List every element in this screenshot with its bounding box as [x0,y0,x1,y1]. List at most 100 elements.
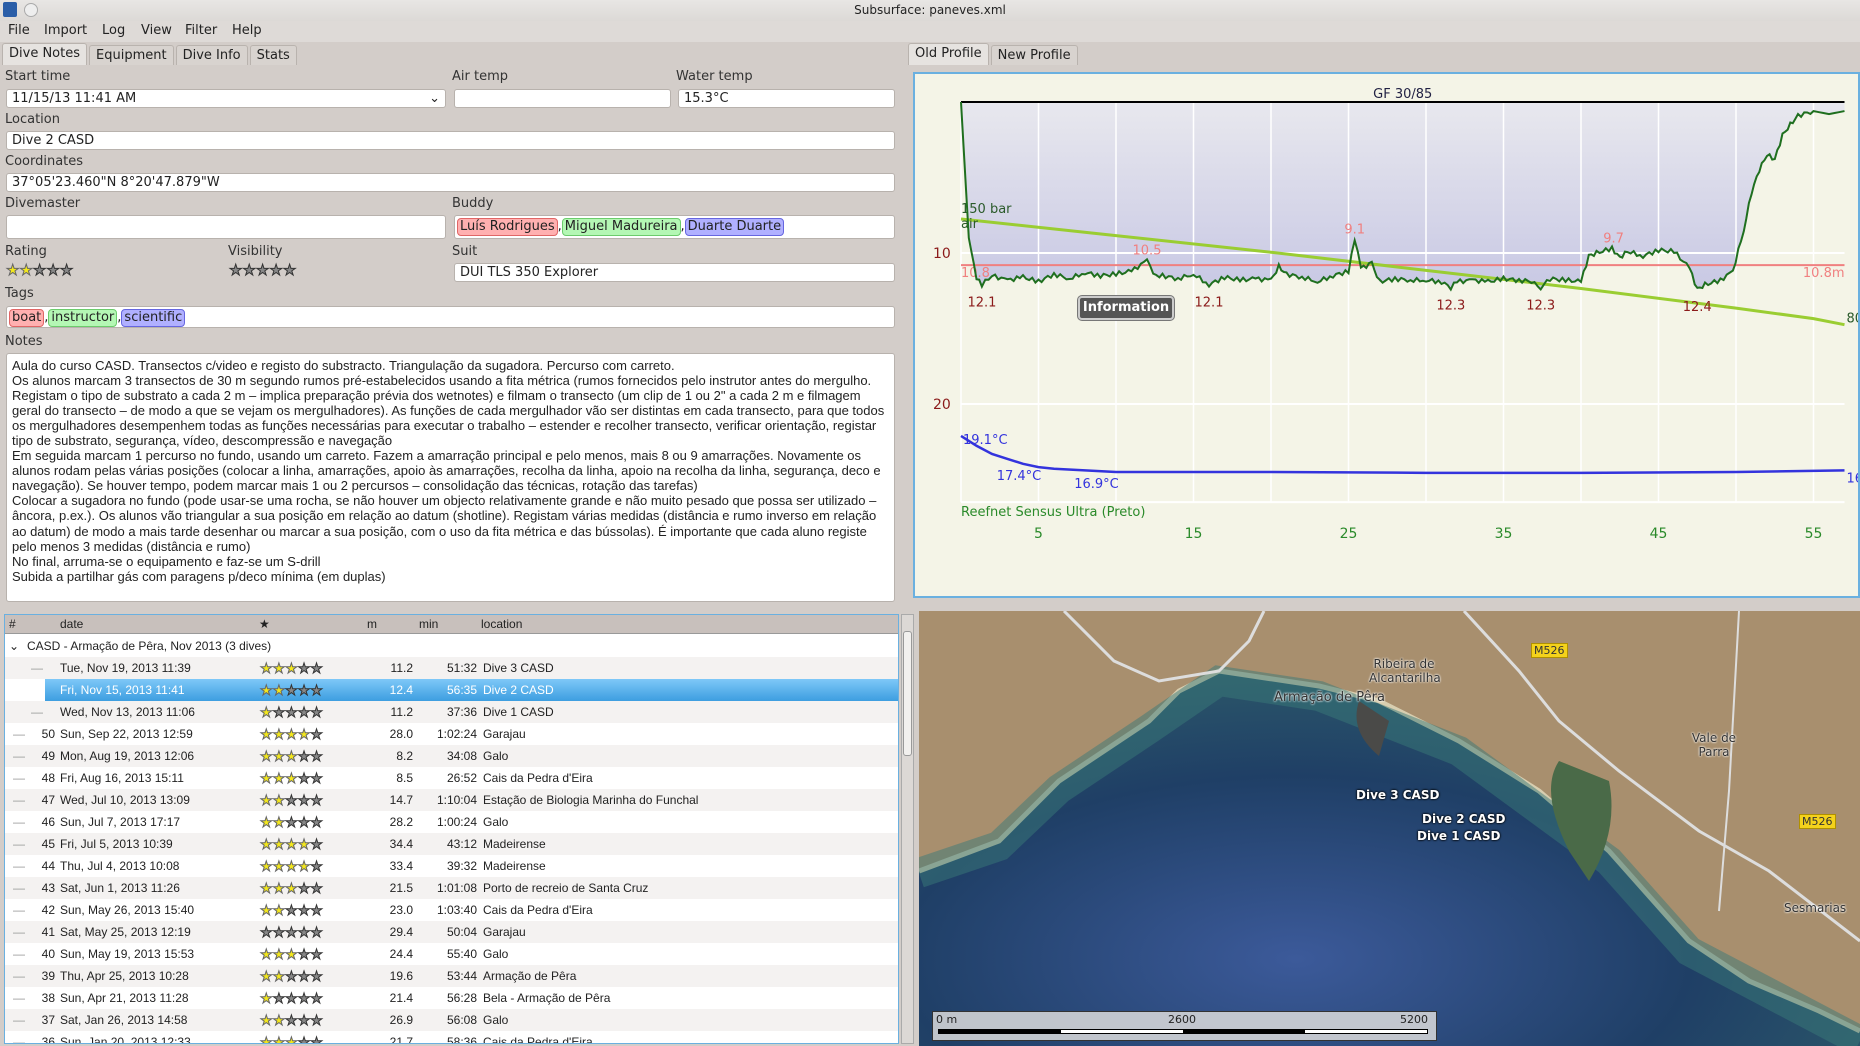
scale-label: 2600 [1168,1013,1196,1026]
dive-number: 39 [41,969,55,983]
dive-row[interactable]: —47 Wed, Jul 10, 2013 13:09 ★★★★★ 14.7 1:10:… [5,789,898,811]
dive-depth: 11.2 [390,661,413,675]
dive-duration: 43:12 [446,837,477,851]
coordinates-field[interactable]: 37°05'23.460"N 8°20'47.879"W [6,173,895,192]
dive-row[interactable]: —40 Sun, May 19, 2013 15:53 ★★★★★ 24.4 55:40… [5,943,898,965]
tab-new-profile[interactable]: New Profile [990,45,1078,65]
star-icon: ★ [285,792,299,809]
tree-line: — [13,969,25,983]
tab-old-profile[interactable]: Old Profile [908,43,989,65]
dive-map[interactable]: Armação de Pêra Ribeira de Alcantarilha … [919,611,1860,1046]
menu-log[interactable]: Log [102,23,126,38]
trip-row[interactable]: ⌄ CASD - Armação de Pêra, Nov 2013 (3 di… [5,635,898,657]
dive-row[interactable]: —41 Sat, May 25, 2013 12:19 ★★★★★ 29.4 50:04… [5,921,898,943]
dive-marker-label[interactable]: Dive 2 CASD [1422,812,1506,826]
chevron-down-icon[interactable]: ⌄ [429,91,440,106]
menu-import[interactable]: Import [44,23,88,38]
column-date[interactable]: date [60,617,84,631]
buddy-tag[interactable]: Duarte Duarte [684,218,785,236]
dive-row[interactable]: —50 Sun, Sep 22, 2013 12:59 ★★★★★ 28.0 1:02:… [5,723,898,745]
divemaster-field[interactable] [6,215,446,239]
dive-duration: 1:03:40 [436,903,477,917]
menu-filter[interactable]: Filter [185,23,218,38]
information-button[interactable]: Information [1078,296,1174,320]
tab-dive-notes[interactable]: Dive Notes [2,43,87,65]
dive-number: 43 [41,881,55,895]
tag[interactable]: boat [9,309,45,327]
star-icon: ★ [297,814,311,831]
dive-list[interactable]: # date ★ m min location ⌄ CASD - Armação… [4,614,899,1044]
tag[interactable]: instructor [48,309,118,327]
dive-row[interactable]: —43 Sat, Jun 1, 2013 11:26 ★★★★★ 21.5 1:01:0… [5,877,898,899]
dive-depth: 28.2 [389,815,413,829]
suit-field[interactable]: DUI TLS 350 Explorer [454,263,895,282]
dive-number: 48 [41,771,55,785]
star-icon: ★ [310,968,324,985]
dive-row[interactable]: —46 Sun, Jul 7, 2013 17:17 ★★★★★ 28.2 1:00:2… [5,811,898,833]
dive-number: 37 [41,1013,55,1027]
star-icon: ★ [297,946,311,963]
dive-row[interactable]: —42 Sun, May 26, 2013 15:40 ★★★★★ 23.0 1:03:… [5,899,898,921]
dive-location: Madeirense [483,859,546,873]
star-icon: ★ [260,946,274,963]
satellite-map-image [919,611,1860,1046]
buddy-label: Buddy [452,196,494,211]
star-icon: ★ [297,836,311,853]
visibility-stars[interactable]: ★★★★★ [228,262,296,279]
dive-depth: 23.0 [389,903,413,917]
star-icon: ★ [260,836,274,853]
dive-list-scrollbar[interactable] [901,614,914,1044]
column-location[interactable]: location [481,617,523,631]
tags-field[interactable]: boat, instructor, scientific [6,306,895,328]
dive-row[interactable]: —37 Sat, Jan 26, 2013 14:58 ★★★★★ 26.9 56:08… [5,1009,898,1031]
scrollbar-thumb[interactable] [903,631,912,756]
dive-rating: ★★★★★ [260,899,324,921]
x-tick-label: 55 [1805,526,1823,542]
column-depth[interactable]: m [367,617,377,631]
dive-row[interactable]: — Wed, Nov 13, 2013 11:06 ★★★★★ 11.2 37:36 Di… [5,701,898,723]
column-number[interactable]: # [9,617,16,631]
dive-duration: 56:08 [446,1013,477,1027]
tree-line: — [13,815,25,829]
tab-dive-info[interactable]: Dive Info [175,45,248,65]
buddy-tag[interactable]: Luís Rodrigues [457,218,558,236]
chevron-down-icon[interactable]: ⌄ [9,639,20,653]
tab-equipment[interactable]: Equipment [89,45,174,65]
dive-marker-label[interactable]: Dive 3 CASD [1356,788,1440,802]
tag[interactable]: scientific [121,309,186,327]
dive-marker-label[interactable]: Dive 1 CASD [1417,829,1501,843]
location-field[interactable]: Dive 2 CASD [6,131,895,150]
dive-row[interactable]: —48 Fri, Aug 16, 2013 15:11 ★★★★★ 8.5 26:52 C… [5,767,898,789]
tab-stats[interactable]: Stats [249,45,297,65]
dive-date: Thu, Jul 4, 2013 10:08 [60,859,180,873]
star-icon: ★ [260,1012,274,1029]
window-menu-button[interactable] [24,3,38,17]
buddy-tag[interactable]: Miguel Madureira [561,218,681,236]
menu-help[interactable]: Help [232,23,262,38]
dive-row[interactable]: —39 Thu, Apr 25, 2013 10:28 ★★★★★ 19.6 53:44… [5,965,898,987]
menu-view[interactable]: View [141,23,172,38]
temperature-label: 17.4°C [997,469,1042,484]
water-temp-label: Water temp [676,69,753,84]
rating-stars[interactable]: ★★★★★ [5,262,73,279]
start-time-field[interactable]: 11/15/13 11:41 AM ⌄ [6,89,446,108]
column-duration[interactable]: min [419,617,439,631]
dive-row-selected[interactable]: Fri, Nov 15, 2013 11:41 ★★★★★ 12.4 56:35 Div… [45,679,898,701]
dive-row[interactable]: —38 Sun, Apr 21, 2013 11:28 ★★★★★ 21.4 56:28… [5,987,898,1009]
dive-row[interactable]: — Tue, Nov 19, 2013 11:39 ★★★★★ 11.2 51:32 Di… [5,657,898,679]
dive-location: Galo [483,815,509,829]
air-temp-field[interactable] [454,89,671,108]
dive-row[interactable]: —36 Sun, Jan 20, 2013 12:33 ★★★★★ 21.7 58:36… [5,1031,898,1044]
dive-row[interactable]: —44 Thu, Jul 4, 2013 10:08 ★★★★★ 33.4 39:32 M… [5,855,898,877]
column-rating[interactable]: ★ [259,617,270,631]
dive-row[interactable]: —49 Mon, Aug 19, 2013 12:06 ★★★★★ 8.2 34:08 G… [5,745,898,767]
dive-row[interactable]: —45 Fri, Jul 5, 2013 10:39 ★★★★★ 34.4 43:12 M… [5,833,898,855]
buddy-field[interactable]: Luís Rodrigues, Miguel Madureira, Duarte D… [454,215,895,239]
notes-textarea[interactable]: Aula do curso CASD. Transectos c/video e… [6,353,895,602]
menu-file[interactable]: File [8,23,30,38]
dive-date: Sun, Apr 21, 2013 11:28 [60,991,189,1005]
star-icon: ★ [310,770,324,787]
depth-label-max: 12.1 [967,296,996,311]
water-temp-field[interactable]: 15.3°C [678,89,895,108]
